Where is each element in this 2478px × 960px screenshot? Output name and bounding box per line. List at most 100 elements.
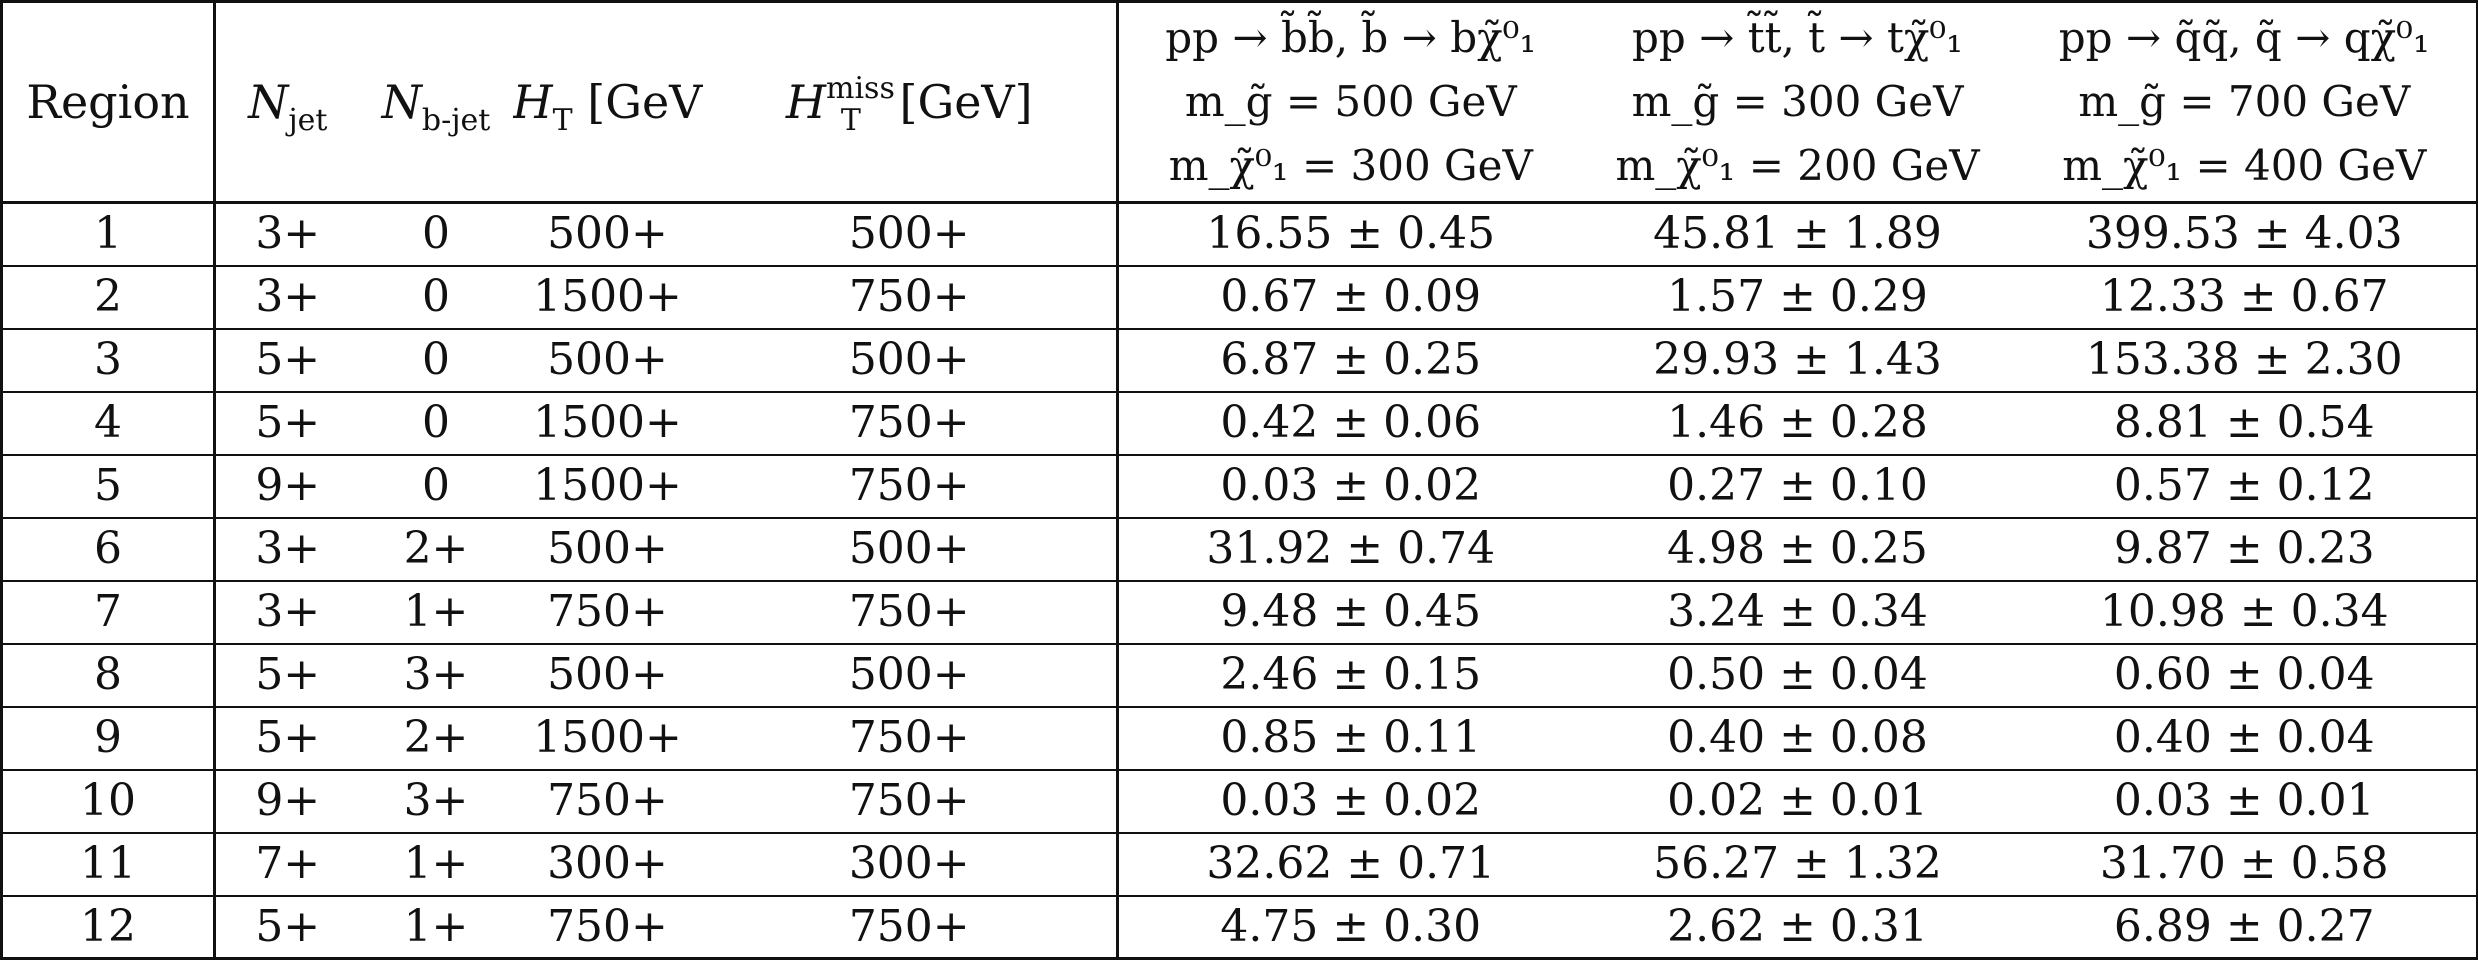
cell-nbjet: 0 <box>359 454 513 519</box>
cell-htmiss: 500+ <box>702 328 1119 393</box>
njet-header-sub: jet <box>288 103 328 138</box>
cell-htmiss: 750+ <box>702 454 1119 519</box>
cell-htmiss: 500+ <box>702 202 1119 267</box>
cell-region: 6 <box>1 517 216 582</box>
cell-signal-squark: 0.60 ± 0.04 <box>2012 643 2478 708</box>
htmiss-header-unit: [GeV] <box>899 75 1033 129</box>
table-body: 1 3+ 0 500+ 500+ 16.55 ± 0.45 45.81 ± 1.89 399.… <box>1 202 2478 960</box>
cell-signal-stop: 56.27 ± 1.32 <box>1582 832 2013 897</box>
cell-ht: 500+ <box>512 202 703 267</box>
cell-ht: 750+ <box>512 769 703 834</box>
cell-signal-sbottom: 2.46 ± 0.15 <box>1117 643 1583 708</box>
cell-region: 9 <box>1 706 216 771</box>
ht-header-main: H <box>512 75 553 129</box>
htmiss-header-main: H <box>785 75 827 129</box>
cell-njet: 5+ <box>214 643 360 708</box>
cell-nbjet: 1+ <box>359 580 513 645</box>
cell-njet: 7+ <box>214 832 360 897</box>
cell-region: 7 <box>1 580 216 645</box>
cell-signal-stop: 1.57 ± 0.29 <box>1582 265 2013 330</box>
signal-process: pp → b̃b̃, b̃ → bχ̃⁰₁ <box>1165 13 1537 62</box>
cell-signal-stop: 45.81 ± 1.89 <box>1582 202 2013 267</box>
cell-htmiss: 750+ <box>702 895 1119 960</box>
cell-region: 10 <box>1 769 216 834</box>
cell-signal-sbottom: 32.62 ± 0.71 <box>1117 832 1583 897</box>
cell-region: 5 <box>1 454 216 519</box>
cell-njet: 3+ <box>214 265 360 330</box>
cell-nbjet: 3+ <box>359 769 513 834</box>
nbjet-header-main: N <box>381 75 422 129</box>
col-header-htmiss: HmissT [GeV] <box>702 1 1119 204</box>
cell-htmiss: 750+ <box>702 391 1119 456</box>
cell-region: 3 <box>1 328 216 393</box>
table-row: 1 3+ 0 500+ 500+ 16.55 ± 0.45 45.81 ± 1.89 399.… <box>1 202 2478 267</box>
cell-signal-sbottom: 0.85 ± 0.11 <box>1117 706 1583 771</box>
cell-signal-squark: 12.33 ± 0.67 <box>2012 265 2478 330</box>
table-row: 10 9+ 3+ 750+ 750+ 0.03 ± 0.02 0.02 ± 0.01 0.03… <box>1 769 2478 834</box>
cell-signal-stop: 0.02 ± 0.01 <box>1582 769 2013 834</box>
cell-ht: 1500+ <box>512 706 703 771</box>
cell-ht: 500+ <box>512 517 703 582</box>
cell-ht: 750+ <box>512 895 703 960</box>
cell-njet: 5+ <box>214 391 360 456</box>
cell-signal-squark: 0.40 ± 0.04 <box>2012 706 2478 771</box>
table-row: 5 9+ 0 1500+ 750+ 0.03 ± 0.02 0.27 ± 0.10 0.57 … <box>1 454 2478 519</box>
table-row: 7 3+ 1+ 750+ 750+ 9.48 ± 0.45 3.24 ± 0.34 10.98… <box>1 580 2478 645</box>
cell-region: 8 <box>1 643 216 708</box>
col-header-signal-squark: pp → q̃q̃, q̃ → qχ̃⁰₁ m_g̃ = 700 GeV m_χ… <box>2012 1 2478 204</box>
cell-htmiss: 750+ <box>702 580 1119 645</box>
col-header-signal-stop: pp → t̃t̃, t̃ → tχ̃⁰₁ m_g̃ = 300 GeV m_χ… <box>1582 1 2013 204</box>
cell-signal-sbottom: 0.67 ± 0.09 <box>1117 265 1583 330</box>
cell-signal-stop: 29.93 ± 1.43 <box>1582 328 2013 393</box>
cell-signal-squark: 153.38 ± 2.30 <box>2012 328 2478 393</box>
cell-njet: 3+ <box>214 202 360 267</box>
cell-region: 12 <box>1 895 216 960</box>
cell-njet: 5+ <box>214 328 360 393</box>
cell-htmiss: 500+ <box>702 517 1119 582</box>
cell-signal-sbottom: 0.42 ± 0.06 <box>1117 391 1583 456</box>
signal-mass-neutralino: m_χ̃⁰₁ = 300 GeV <box>1168 141 1533 190</box>
signal-mass-gluino: m_g̃ = 500 GeV <box>1184 77 1517 126</box>
cell-htmiss: 750+ <box>702 769 1119 834</box>
cell-region: 4 <box>1 391 216 456</box>
cell-signal-stop: 3.24 ± 0.34 <box>1582 580 2013 645</box>
cell-signal-squark: 31.70 ± 0.58 <box>2012 832 2478 897</box>
cell-signal-squark: 10.98 ± 0.34 <box>2012 580 2478 645</box>
cell-njet: 9+ <box>214 454 360 519</box>
cell-signal-squark: 6.89 ± 0.27 <box>2012 895 2478 960</box>
cell-signal-sbottom: 31.92 ± 0.74 <box>1117 517 1583 582</box>
cell-signal-stop: 4.98 ± 0.25 <box>1582 517 2013 582</box>
cell-region: 11 <box>1 832 216 897</box>
table-row: 3 5+ 0 500+ 500+ 6.87 ± 0.25 29.93 ± 1.43 153.3… <box>1 328 2478 393</box>
cell-njet: 3+ <box>214 580 360 645</box>
table-row: 12 5+ 1+ 750+ 750+ 4.75 ± 0.30 2.62 ± 0.31 6.89… <box>1 895 2478 960</box>
cell-signal-squark: 0.57 ± 0.12 <box>2012 454 2478 519</box>
col-header-signal-sbottom: pp → b̃b̃, b̃ → bχ̃⁰₁ m_g̃ = 500 GeV m_χ… <box>1117 1 1583 204</box>
col-header-ht: HT [GeV] <box>512 1 703 204</box>
cell-htmiss: 750+ <box>702 265 1119 330</box>
signal-mass-neutralino: m_χ̃⁰₁ = 400 GeV <box>2062 141 2427 190</box>
cell-ht: 1500+ <box>512 454 703 519</box>
cell-htmiss: 750+ <box>702 706 1119 771</box>
table-row: 11 7+ 1+ 300+ 300+ 32.62 ± 0.71 56.27 ± 1.32 31… <box>1 832 2478 897</box>
cell-nbjet: 0 <box>359 265 513 330</box>
cell-region: 2 <box>1 265 216 330</box>
htmiss-header-sup: miss <box>826 71 895 106</box>
cell-ht: 1500+ <box>512 265 703 330</box>
signal-process: pp → t̃t̃, t̃ → tχ̃⁰₁ <box>1632 13 1963 62</box>
cell-nbjet: 0 <box>359 202 513 267</box>
table-row: 4 5+ 0 1500+ 750+ 0.42 ± 0.06 1.46 ± 0.28 8.81 … <box>1 391 2478 456</box>
cell-signal-sbottom: 4.75 ± 0.30 <box>1117 895 1583 960</box>
cell-signal-sbottom: 0.03 ± 0.02 <box>1117 454 1583 519</box>
cell-nbjet: 1+ <box>359 895 513 960</box>
col-header-region: Region <box>1 1 216 204</box>
nbjet-header-sub: b-jet <box>421 103 491 138</box>
cell-signal-squark: 9.87 ± 0.23 <box>2012 517 2478 582</box>
cell-signal-sbottom: 16.55 ± 0.45 <box>1117 202 1583 267</box>
table-row: 9 5+ 2+ 1500+ 750+ 0.85 ± 0.11 0.40 ± 0.08 0.40… <box>1 706 2478 771</box>
col-header-nbjet: Nb-jet <box>359 1 513 204</box>
cell-nbjet: 3+ <box>359 643 513 708</box>
signal-mass-neutralino: m_χ̃⁰₁ = 200 GeV <box>1615 141 1980 190</box>
